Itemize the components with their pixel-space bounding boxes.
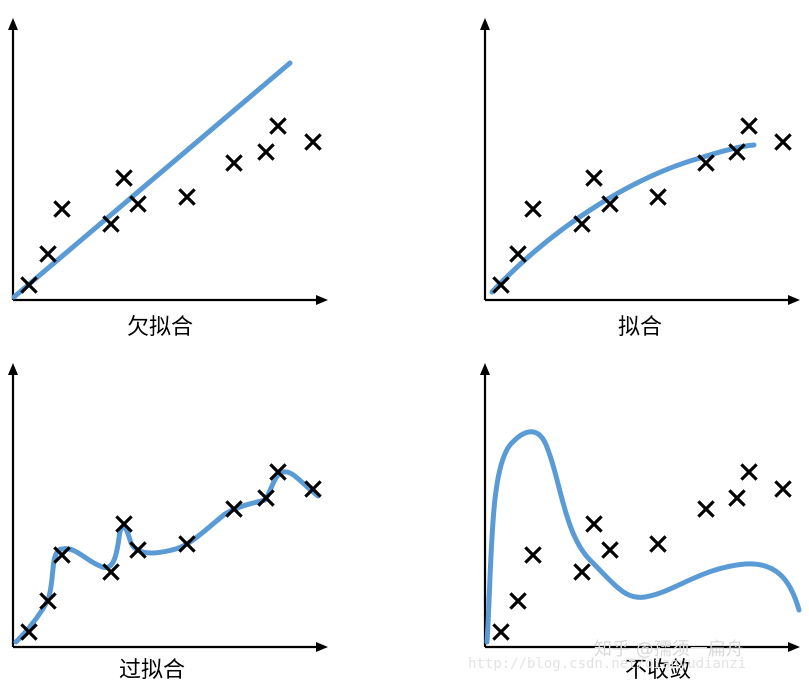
panel-label: 拟合 bbox=[618, 315, 662, 340]
fit-curve bbox=[489, 142, 757, 295]
fit-curve bbox=[484, 429, 802, 645]
panel-label: 欠拟合 bbox=[127, 315, 193, 340]
panel-good-fit: 拟合 bbox=[480, 18, 800, 340]
axes bbox=[480, 18, 800, 305]
panel-label: 不收敛 bbox=[625, 658, 691, 683]
data-points bbox=[492, 117, 792, 294]
data-points bbox=[492, 463, 792, 641]
panel-nonconvergent: 不收敛 bbox=[480, 363, 802, 683]
fit-curve bbox=[13, 469, 321, 645]
axes bbox=[8, 363, 328, 652]
watermark-blog-url: http://blog.csdn.net/qianyudianzi bbox=[468, 656, 746, 672]
watermark-zhihu: 知乎 @孺须一扁舟 bbox=[594, 639, 744, 660]
panel-underfit: 欠拟合 bbox=[8, 18, 328, 340]
fit-curve bbox=[11, 60, 293, 300]
data-points bbox=[20, 117, 322, 294]
panel-overfit: 过拟合 bbox=[8, 363, 328, 683]
axes bbox=[480, 363, 800, 652]
panel-label: 过拟合 bbox=[119, 658, 185, 683]
axes bbox=[8, 18, 328, 305]
